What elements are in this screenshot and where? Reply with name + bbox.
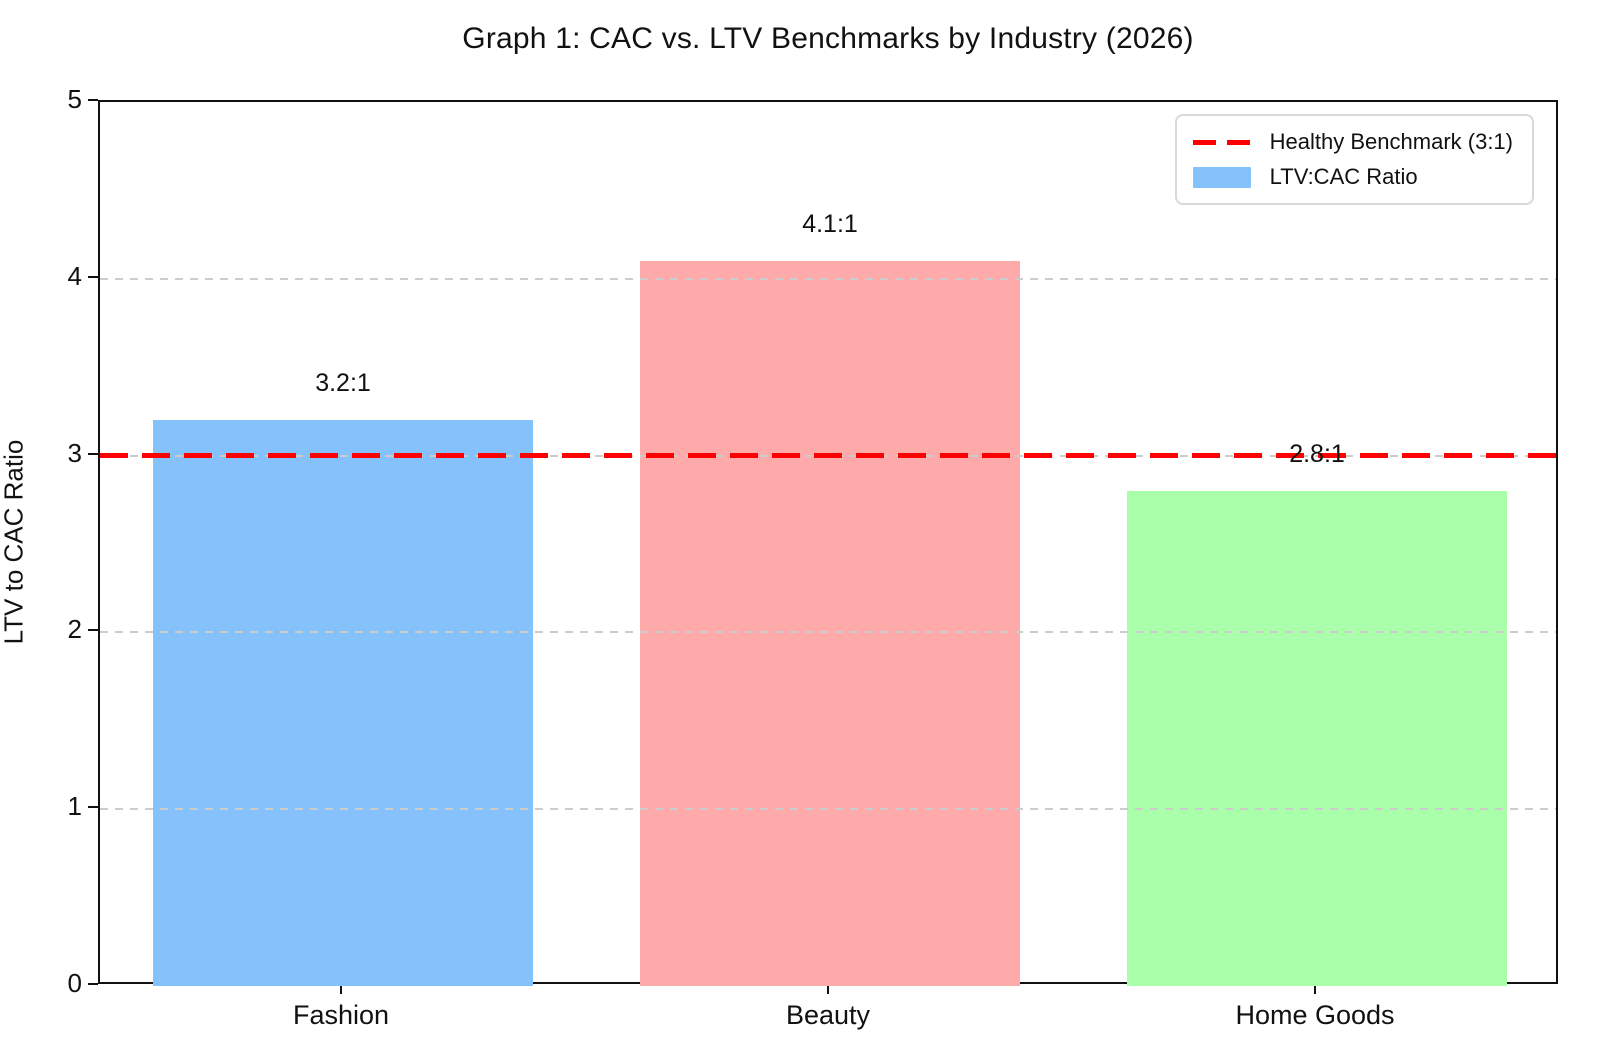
legend-entry-ratio: LTV:CAC Ratio bbox=[1192, 164, 1513, 190]
y-tick-mark bbox=[88, 629, 98, 632]
bar-value-label: 2.8:1 bbox=[1289, 439, 1345, 468]
y-tick-label: 0 bbox=[67, 968, 82, 998]
y-tick-mark bbox=[88, 983, 98, 985]
gridline-2 bbox=[100, 631, 1556, 634]
y-tick-label: 4 bbox=[67, 260, 82, 291]
x-tick-label-fashion: Fashion bbox=[292, 1000, 390, 1030]
bar-value-label: 4.1:1 bbox=[802, 210, 858, 239]
x-tick-mark bbox=[1314, 984, 1316, 994]
benchmark-line bbox=[100, 453, 1556, 459]
y-tick-mark bbox=[88, 806, 98, 809]
chart-title: Graph 1: CAC vs. LTV Benchmarks by Indus… bbox=[462, 22, 1194, 55]
y-tick-label: 3 bbox=[67, 437, 82, 468]
y-tick-mark bbox=[88, 99, 98, 101]
gridline-4 bbox=[100, 277, 1556, 280]
x-tick-label-home-goods: Home Goods bbox=[1235, 1000, 1395, 1030]
x-tick-mark bbox=[340, 984, 342, 994]
gridline-1 bbox=[100, 808, 1556, 811]
plot-area: Healthy Benchmark (3:1) LTV:CAC Ratio 3.… bbox=[98, 100, 1558, 986]
legend-label-benchmark: Healthy Benchmark (3:1) bbox=[1269, 129, 1513, 154]
legend: Healthy Benchmark (3:1) LTV:CAC Ratio bbox=[1174, 114, 1534, 205]
x-tick-mark bbox=[827, 984, 829, 994]
legend-entry-benchmark: Healthy Benchmark (3:1) bbox=[1192, 129, 1513, 155]
bar-home-goods bbox=[1127, 490, 1507, 986]
y-tick-mark bbox=[88, 452, 98, 455]
y-tick-label: 2 bbox=[67, 614, 82, 645]
bar-beauty bbox=[640, 261, 1020, 986]
blue-patch-swatch bbox=[1192, 166, 1251, 188]
y-tick-mark bbox=[88, 275, 98, 278]
bar-value-label: 3.2:1 bbox=[315, 369, 371, 398]
red-dashed-line-swatch bbox=[1192, 139, 1251, 145]
bar-fashion bbox=[153, 420, 533, 986]
y-tick-label: 1 bbox=[67, 791, 82, 822]
legend-label-ratio: LTV:CAC Ratio bbox=[1269, 164, 1418, 189]
y-tick-label: 5 bbox=[67, 84, 82, 114]
x-tick-label-beauty: Beauty bbox=[785, 1000, 871, 1030]
